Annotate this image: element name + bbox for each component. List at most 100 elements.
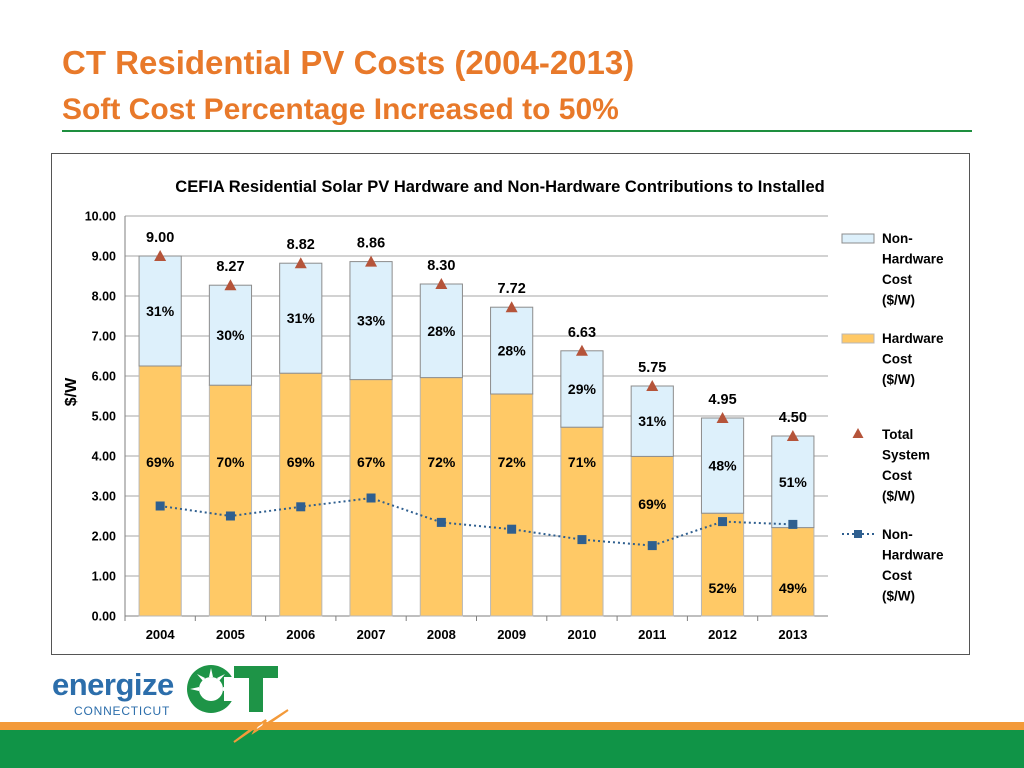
- non-hardware-bar: [349, 261, 393, 381]
- non-hardware-pct-label: 31%: [287, 310, 316, 326]
- x-tick-label: 2012: [708, 627, 737, 642]
- legend: Non-HardwareCost($/W)HardwareCost($/W)To…: [841, 231, 944, 604]
- hardware-pct-label: 69%: [146, 454, 175, 470]
- x-tick-label: 2004: [146, 627, 176, 642]
- legend-label: ($/W): [882, 293, 915, 308]
- non-hardware-bar: [630, 385, 674, 457]
- non-hardware-point: [155, 501, 165, 511]
- y-tick-label: 6.00: [92, 370, 116, 384]
- chart-svg: CEFIA Residential Solar PV Hardware and …: [63, 178, 944, 642]
- x-tick-label: 2011: [638, 627, 666, 642]
- legend-swatch: [841, 233, 875, 244]
- hardware-pct-label: 49%: [779, 580, 808, 596]
- total-cost-label: 4.50: [779, 410, 807, 426]
- legend-label: Hardware: [882, 331, 944, 346]
- total-cost-marker: [294, 257, 307, 269]
- legend-label: Non-: [882, 527, 913, 542]
- non-hardware-point: [296, 502, 306, 512]
- logo-wordmark: energize: [52, 667, 174, 702]
- non-hardware-pct-label: 30%: [216, 327, 245, 343]
- y-tick-label: 4.00: [92, 450, 116, 464]
- legend-label: ($/W): [882, 372, 915, 387]
- non-hardware-point: [718, 517, 728, 527]
- title-divider: [62, 130, 972, 132]
- total-cost-label: 8.30: [427, 258, 455, 274]
- non-hardware-pct-label: 29%: [568, 381, 597, 397]
- legend-label: Hardware: [882, 548, 944, 563]
- hardware-pct-label: 71%: [568, 454, 597, 470]
- chart-frame: CEFIA Residential Solar PV Hardware and …: [51, 153, 970, 655]
- non-hardware-pct-label: 28%: [498, 343, 527, 359]
- hardware-bar: [138, 365, 182, 617]
- non-hardware-point: [647, 541, 657, 551]
- non-hardware-line: [155, 493, 798, 551]
- legend-item: Total System Cost ($/W): [852, 427, 930, 504]
- total-cost-label: 9.00: [146, 230, 174, 246]
- non-hardware-pct-label: 31%: [638, 413, 667, 429]
- legend-label: Non-: [882, 231, 913, 246]
- hardware-bar: [419, 377, 463, 617]
- legend-label: Cost: [882, 568, 913, 583]
- hardware-bar: [560, 426, 604, 617]
- non-hardware-bar: [208, 284, 253, 386]
- hardware-bar: [279, 372, 323, 617]
- legend-label: Cost: [882, 352, 913, 367]
- non-hardware-point: [225, 511, 235, 521]
- bars: [138, 255, 815, 617]
- logo-ct-mark: [187, 665, 278, 713]
- non-hardware-point: [577, 535, 587, 545]
- total-cost-marker: [154, 250, 167, 261]
- hardware-pct-label: 70%: [216, 454, 245, 470]
- non-hardware-bar: [700, 417, 745, 514]
- x-tick-label: 2007: [357, 627, 386, 642]
- y-tick-label: 3.00: [92, 490, 116, 504]
- hardware-pct-label: 69%: [287, 454, 316, 470]
- total-cost-label: 8.82: [287, 237, 315, 253]
- non-hardware-bar: [490, 306, 534, 395]
- legend-swatch-point: [854, 530, 862, 538]
- total-cost-label: 6.63: [568, 325, 596, 341]
- non-hardware-point: [788, 519, 798, 529]
- hardware-pct-label: 67%: [357, 454, 386, 470]
- slide-subtitle: Soft Cost Percentage Increased to 50%: [62, 93, 619, 126]
- x-tick-label: 2013: [778, 627, 807, 642]
- legend-label: Cost: [882, 272, 913, 287]
- total-cost-marker: [224, 279, 237, 291]
- non-hardware-point: [366, 493, 376, 503]
- non-hardware-bar: [560, 350, 604, 428]
- legend-swatch: [852, 428, 864, 438]
- hardware-pct-label: 72%: [498, 454, 527, 470]
- data-labels: 69% 31% 70% 30% 69% 31% 67% 33% 72% 28% 72% 28% 71% 2…: [146, 230, 807, 596]
- total-cost-label: 8.27: [216, 259, 244, 275]
- legend-swatch: [841, 333, 875, 344]
- hardware-bar: [490, 393, 534, 617]
- legend-item: Non- Hardware Cost ($/W): [842, 527, 944, 604]
- legend-label: ($/W): [882, 489, 915, 504]
- legend-label: ($/W): [882, 589, 915, 604]
- non-hardware-pct-label: 51%: [779, 474, 808, 490]
- chart-title: CEFIA Residential Solar PV Hardware and …: [175, 178, 824, 196]
- hardware-pct-label: 72%: [427, 454, 456, 470]
- logo-subtitle: CONNECTICUT: [74, 704, 171, 718]
- energize-ct-logo: energize CONNECTICUT: [52, 663, 282, 743]
- slide-title: CT Residential PV Costs (2004-2013): [62, 44, 635, 81]
- y-tick-label: 8.00: [92, 290, 116, 304]
- footer-accent-bar: [0, 722, 1024, 730]
- hardware-bar: [208, 384, 253, 617]
- non-hardware-pct-label: 33%: [357, 313, 386, 329]
- y-tick-label: 2.00: [92, 530, 116, 544]
- total-cost-marker: [575, 344, 588, 356]
- non-hardware-point: [436, 517, 446, 527]
- total-cost-marker: [786, 430, 799, 441]
- y-tick-label: 9.00: [92, 250, 116, 264]
- x-tick-label: 2008: [427, 627, 456, 642]
- total-cost-label: 8.86: [357, 236, 385, 252]
- legend-label: Cost: [882, 468, 913, 483]
- total-cost-marker: [365, 255, 378, 267]
- total-cost-label: 4.95: [708, 392, 736, 408]
- legend-label: System: [882, 448, 930, 463]
- non-hardware-pct-label: 48%: [709, 458, 738, 474]
- total-cost-marker: [505, 301, 518, 313]
- non-hardware-line-path: [160, 496, 793, 547]
- lightning-bolt-icon: [233, 709, 289, 743]
